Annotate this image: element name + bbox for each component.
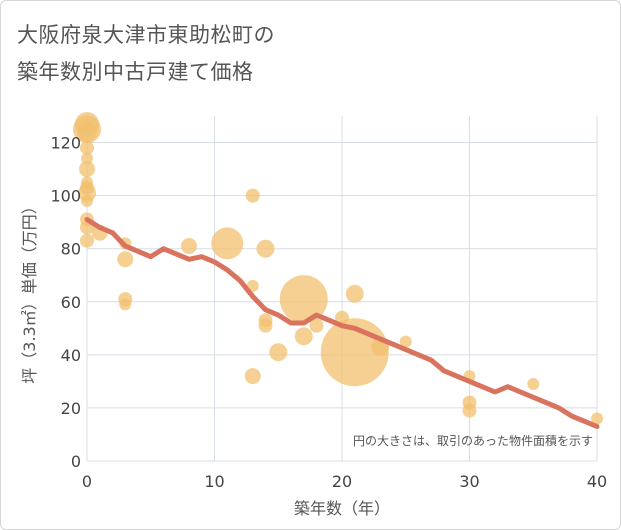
bubble-size-note: 円の大きさは、取引のあった物件面積を示す [353, 433, 593, 448]
data-bubble [117, 251, 134, 268]
data-bubble [245, 188, 260, 203]
x-tick-label: 0 [82, 472, 92, 491]
y-tick-label: 20 [61, 399, 81, 418]
data-bubble [462, 403, 477, 418]
bubble-series [73, 111, 603, 425]
data-bubble [81, 152, 93, 165]
x-tick-label: 40 [587, 472, 607, 491]
chart-title-line-1: 大阪府泉大津市東助松町の [17, 23, 275, 47]
data-bubble [345, 284, 364, 303]
data-bubble [269, 343, 288, 362]
x-tick-label: 20 [332, 472, 352, 491]
axis-ticks: 0 10 20 30 40 0 20 40 60 80 100 120 [50, 134, 607, 491]
data-bubble [258, 318, 273, 333]
data-bubble [79, 161, 95, 178]
y-tick-label: 0 [71, 452, 81, 471]
data-bubble [181, 238, 197, 255]
data-bubble [80, 233, 94, 248]
trend-series [84, 217, 600, 429]
grid-lines [86, 116, 598, 462]
data-bubble [399, 335, 412, 348]
data-bubble [211, 227, 244, 260]
y-tick-label: 60 [61, 293, 81, 312]
data-bubble [81, 194, 93, 207]
data-bubble [77, 121, 97, 142]
data-bubble [309, 318, 324, 333]
data-bubble [119, 298, 132, 311]
x-axis-title: 築年数（年） [294, 499, 390, 518]
y-axis-title: 坪（3.3㎡）単価（万円） [20, 198, 39, 383]
data-bubble [294, 327, 313, 346]
y-tick-label: 100 [50, 187, 81, 206]
y-tick-label: 120 [50, 134, 81, 153]
y-tick-label: 80 [61, 240, 81, 259]
data-bubble [80, 140, 94, 155]
data-bubble [256, 239, 275, 258]
x-tick-label: 10 [204, 472, 224, 491]
x-tick-label: 30 [459, 472, 479, 491]
y-tick-label: 40 [61, 346, 81, 365]
data-bubble [244, 368, 261, 385]
chart-title-line-2: 築年数別中古戸建て価格 [17, 60, 254, 84]
data-bubble [591, 412, 603, 425]
data-bubble [527, 378, 540, 391]
trend-line [84, 217, 600, 429]
data-bubble [279, 275, 328, 324]
